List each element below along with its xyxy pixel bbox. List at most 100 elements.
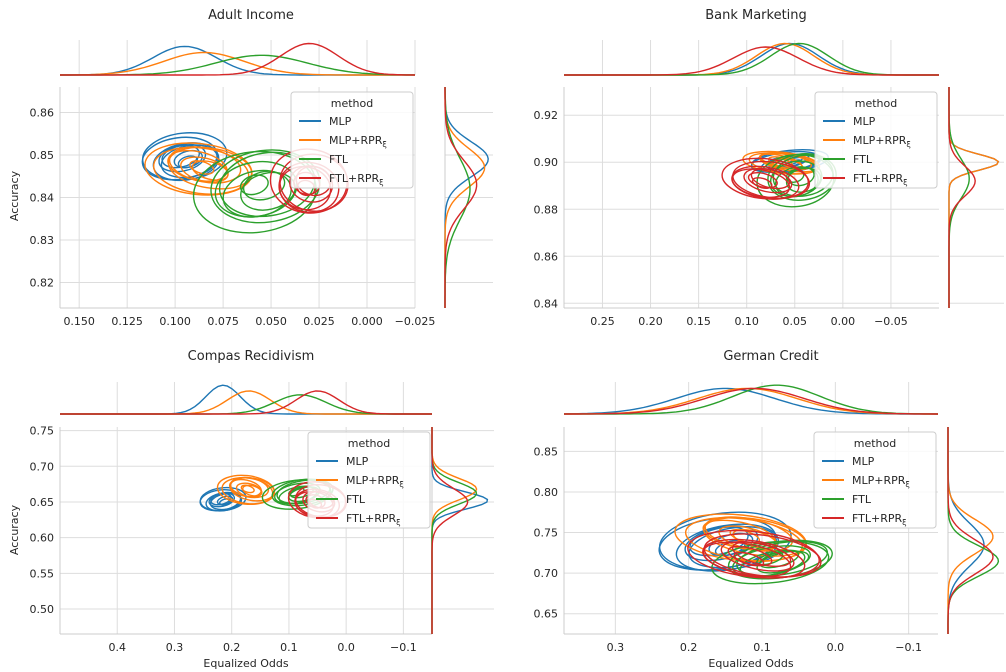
y-tick-label: 0.84 <box>534 297 559 310</box>
contour-mlp-rpr <box>189 160 215 175</box>
panel-compas-recidivism: Compas Recidivism Accuracy Equalized Odd… <box>8 349 494 670</box>
y-tick-label: 0.70 <box>30 460 55 473</box>
legend: method MLP MLP+RPRξ FTL FTL+RPRξ <box>813 431 937 529</box>
contour-ftl <box>739 549 806 578</box>
top-density-ftl-rpr <box>60 42 416 76</box>
top-density-ftl <box>60 394 432 415</box>
legend-entry: MLP <box>329 115 352 128</box>
x-tick-label: 0.0 <box>337 641 355 654</box>
top-density-mlp <box>60 384 432 415</box>
side-density-mlp <box>431 427 489 634</box>
x-tick-label: 0.3 <box>607 641 625 654</box>
legend-entry: MLP+RPRξ <box>346 474 404 489</box>
legend-entry: FTL+RPRξ <box>853 172 908 187</box>
top-density-ftl-rpr <box>564 46 939 76</box>
side-density-ftl <box>948 87 970 308</box>
legend-title: method <box>331 97 373 110</box>
legend-subscript: ξ <box>903 178 907 187</box>
side-density-ftl-rpr <box>444 87 478 308</box>
x-tick-label: −0.025 <box>395 315 436 328</box>
top-density-mlp-rpr <box>59 51 415 76</box>
top-density-mlp-rpr <box>564 42 939 76</box>
x-tick-label: 0.10 <box>734 315 759 328</box>
top-density-mlp <box>60 45 415 76</box>
x-tick-label: 0.25 <box>590 315 615 328</box>
y-tick-label: 0.70 <box>534 567 559 580</box>
x-tick-label: 0.000 <box>351 315 383 328</box>
legend-entry: MLP+RPRξ <box>329 134 387 149</box>
contour-ftl-rpr <box>702 538 806 579</box>
legend-title: method <box>348 437 390 450</box>
contour-mlp-rpr <box>242 484 263 497</box>
x-axis-label: Equalized Odds <box>203 657 288 670</box>
legend-entry: MLP <box>853 115 876 128</box>
side-density-mlp <box>947 427 985 634</box>
legend-entry: MLP <box>346 455 369 468</box>
legend-entry: MLP+RPRξ <box>852 474 910 489</box>
y-tick-label: 0.82 <box>30 277 55 290</box>
y-tick-label: 0.60 <box>30 532 55 545</box>
x-tick-label: 0.125 <box>111 315 143 328</box>
legend-entry: MLP <box>852 455 875 468</box>
chart-title: Compas Recidivism <box>188 349 315 364</box>
legend-title: method <box>854 437 896 450</box>
chart-title: German Credit <box>723 349 818 364</box>
side-density-mlp-rpr <box>431 427 478 634</box>
legend-box <box>290 91 414 189</box>
x-tick-label: 0.025 <box>303 315 335 328</box>
y-tick-label: 0.65 <box>534 608 559 621</box>
x-tick-label: 0.00 <box>831 315 856 328</box>
x-tick-label: 0.1 <box>280 641 298 654</box>
x-tick-label: 0.100 <box>159 315 191 328</box>
y-axis-label: Accuracy <box>8 170 21 221</box>
x-tick-label: 0.4 <box>108 641 126 654</box>
legend-subscript: ξ <box>902 518 906 527</box>
y-axis-label: Accuracy <box>8 504 21 555</box>
y-tick-label: 0.75 <box>534 527 559 540</box>
contour-ftl <box>736 540 829 577</box>
x-tick-label: 0.3 <box>166 641 184 654</box>
side-density-ftl <box>431 427 478 634</box>
x-tick-label: −0.1 <box>390 641 417 654</box>
legend-entry: FTL <box>329 153 349 166</box>
chart-title: Bank Marketing <box>705 8 807 23</box>
y-tick-label: 0.90 <box>534 156 559 169</box>
side-density-ftl-rpr <box>948 87 976 308</box>
x-tick-label: 0.2 <box>223 641 241 654</box>
legend-entry: FTL <box>853 153 873 166</box>
legend-title: method <box>855 97 897 110</box>
legend-entry: MLP+RPRξ <box>853 134 911 149</box>
contour-ftl-rpr <box>733 551 765 567</box>
contour-mlp-rpr <box>240 484 255 494</box>
top-density-ftl-rpr <box>60 390 432 415</box>
legend-subscript: ξ <box>906 140 910 149</box>
side-density-ftl-rpr <box>431 427 469 634</box>
legend-subscript: ξ <box>382 140 386 149</box>
legend-box <box>813 431 937 529</box>
contour-ftl <box>242 170 286 201</box>
y-tick-label: 0.92 <box>534 109 559 122</box>
x-tick-label: 0.0 <box>827 641 845 654</box>
legend: method MLP MLP+RPRξ FTL FTL+RPRξ <box>814 91 938 189</box>
y-tick-label: 0.50 <box>30 603 55 616</box>
contour-mlp-rpr <box>191 160 229 181</box>
contour-ftl-rpr <box>727 545 773 567</box>
panel-german-credit: German Credit Equalized Odds 0.3 0.2 0.1 0.… <box>534 349 1004 670</box>
legend-subscript: ξ <box>905 480 909 489</box>
legend: method MLP MLP+RPRξ FTL FTL+RPRξ <box>290 91 414 189</box>
legend: method MLP MLP+RPRξ FTL FTL+RPRξ <box>307 431 431 529</box>
x-tick-label: 0.15 <box>686 315 711 328</box>
legend-entry: FTL <box>346 493 366 506</box>
y-tick-label: 0.80 <box>534 486 559 499</box>
legend-entry: FTL+RPRξ <box>346 512 401 527</box>
legend-subscript: ξ <box>399 480 403 489</box>
y-tick-label: 0.86 <box>30 107 55 120</box>
x-tick-label: −0.05 <box>874 315 908 328</box>
x-tick-label: 0.150 <box>63 315 95 328</box>
y-tick-label: 0.85 <box>534 445 559 458</box>
legend-entry: FTL <box>852 493 872 506</box>
y-tick-label: 0.84 <box>30 192 55 205</box>
side-density-mlp <box>948 87 1000 308</box>
x-tick-label: 0.05 <box>783 315 808 328</box>
